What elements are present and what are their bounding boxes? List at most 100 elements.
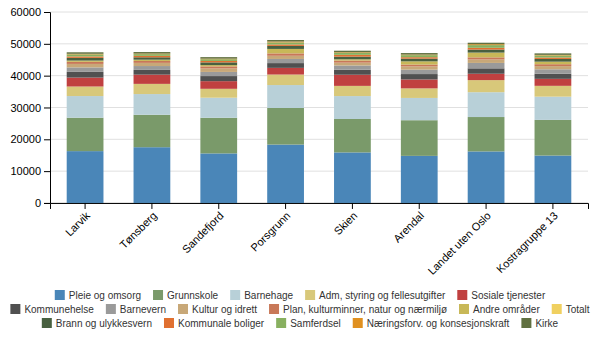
x-tick: Sandefjord bbox=[180, 203, 226, 255]
bar-segment bbox=[468, 74, 505, 80]
legend-swatch bbox=[178, 304, 188, 314]
x-tick-label: Kostragruppe 13 bbox=[494, 209, 560, 275]
bar-segment bbox=[401, 65, 438, 67]
bar-segment bbox=[401, 79, 438, 88]
bar-segment bbox=[267, 44, 304, 45]
bar-segment bbox=[401, 74, 438, 79]
bar-segment bbox=[468, 117, 505, 151]
bar-segment bbox=[67, 151, 104, 203]
x-tick-mark bbox=[85, 203, 86, 209]
bar-series bbox=[67, 42, 572, 61]
bar-segment bbox=[134, 60, 171, 61]
y-tick-label: 20000 bbox=[10, 133, 41, 145]
bar-segment bbox=[535, 64, 572, 66]
legend-label: Brann og ulykkesvern bbox=[56, 318, 152, 329]
bar-segment bbox=[134, 57, 171, 59]
grid-line bbox=[50, 139, 588, 140]
bar-segment bbox=[535, 66, 572, 69]
bar-segment bbox=[334, 52, 371, 54]
bar-segment bbox=[334, 86, 371, 96]
bar-segment bbox=[468, 53, 505, 58]
bar-segment bbox=[401, 53, 438, 54]
bar-segment bbox=[200, 58, 237, 60]
bar-segment bbox=[334, 53, 371, 55]
y-tick-mark bbox=[44, 171, 50, 172]
bar-segment bbox=[468, 43, 505, 44]
bar-segment bbox=[535, 120, 572, 156]
bar-segment bbox=[67, 78, 104, 87]
bar-segment bbox=[67, 53, 104, 55]
legend-label: Sosiale tjenester bbox=[471, 290, 546, 301]
legend-swatch bbox=[276, 318, 286, 328]
bar-segment bbox=[134, 61, 171, 63]
legend-item: Brann og ulykkesvern bbox=[42, 318, 152, 329]
legend-swatch bbox=[305, 290, 315, 300]
bar-segment bbox=[200, 98, 237, 118]
bar-segment bbox=[468, 151, 505, 203]
x-tick-label: Tønsberg bbox=[117, 209, 159, 251]
legend-swatch bbox=[459, 304, 469, 314]
bar-segment bbox=[535, 69, 572, 73]
grid-line bbox=[50, 12, 588, 13]
bar-segment bbox=[334, 66, 371, 70]
legend-item: Barnevern bbox=[106, 304, 166, 315]
legend-item: Kirke bbox=[521, 318, 558, 329]
bar-segment bbox=[67, 61, 104, 62]
legend-item: Næringsforv. og konsesjonskraft bbox=[353, 318, 510, 329]
bar-segment bbox=[200, 72, 237, 76]
bar-segment bbox=[200, 62, 237, 65]
bar-segment bbox=[267, 59, 304, 63]
y-tick: 40000 bbox=[10, 70, 50, 82]
bar-segment bbox=[67, 72, 104, 78]
bar-segment bbox=[267, 42, 304, 44]
bar-segment bbox=[334, 152, 371, 203]
bar-segment bbox=[468, 59, 505, 63]
legend-label: Adm, styring og fellesutgifter bbox=[319, 290, 446, 301]
bar-segment bbox=[334, 57, 371, 60]
bar-segment bbox=[267, 46, 304, 49]
bar-segment bbox=[200, 68, 237, 72]
y-tick: 60000 bbox=[10, 6, 50, 18]
legend: Pleie og omsorgGrunnskoleBarnehageAdm, s… bbox=[10, 290, 589, 329]
bar-segment bbox=[535, 53, 572, 54]
grid-line bbox=[50, 75, 588, 76]
y-tick-mark bbox=[44, 44, 50, 45]
legend-label: Grunnskole bbox=[167, 290, 219, 301]
x-axis-line bbox=[51, 203, 589, 209]
bar-segment bbox=[535, 58, 572, 59]
bar-segment bbox=[535, 156, 572, 203]
y-tick-mark bbox=[44, 139, 50, 140]
y-axis-line bbox=[44, 13, 51, 204]
plot: 0100002000030000400005000060000LarvikTøn… bbox=[10, 6, 588, 277]
bar-segment bbox=[200, 153, 237, 203]
x-tick: Kostragruppe 13 bbox=[494, 203, 560, 275]
x-axis: LarvikTønsbergSandefjordPorsgrunnSkienAr… bbox=[51, 203, 589, 277]
y-tick-mark bbox=[44, 203, 50, 204]
x-tick: Arendal bbox=[391, 203, 426, 245]
bar-segment bbox=[401, 54, 438, 56]
bar-segment bbox=[67, 58, 104, 61]
bar-segment bbox=[67, 96, 104, 118]
legend-label: Totalt bbox=[566, 304, 590, 315]
y-tick: 0 bbox=[35, 197, 50, 209]
x-tick-label: Skien bbox=[331, 209, 359, 237]
bar-segment bbox=[200, 81, 237, 89]
bar-series bbox=[67, 145, 572, 203]
bar-segment bbox=[134, 75, 171, 84]
bar-segment bbox=[134, 54, 171, 56]
y-tick-label: 40000 bbox=[10, 70, 41, 82]
legend-swatch bbox=[552, 304, 562, 314]
bar-segment bbox=[401, 55, 438, 57]
x-tick-mark bbox=[285, 203, 286, 209]
grid-line bbox=[50, 107, 588, 108]
bar-segment bbox=[67, 56, 104, 57]
bar-series bbox=[67, 53, 572, 68]
x-tick-mark bbox=[419, 203, 420, 209]
bar-segment bbox=[267, 68, 304, 75]
bar-segment bbox=[267, 63, 304, 68]
legend-item: Sosiale tjenester bbox=[457, 290, 546, 301]
legend-label: Samferdsel bbox=[290, 318, 341, 329]
x-tick-mark bbox=[218, 203, 219, 209]
bar-series bbox=[67, 40, 572, 59]
bar-segment bbox=[67, 62, 104, 64]
